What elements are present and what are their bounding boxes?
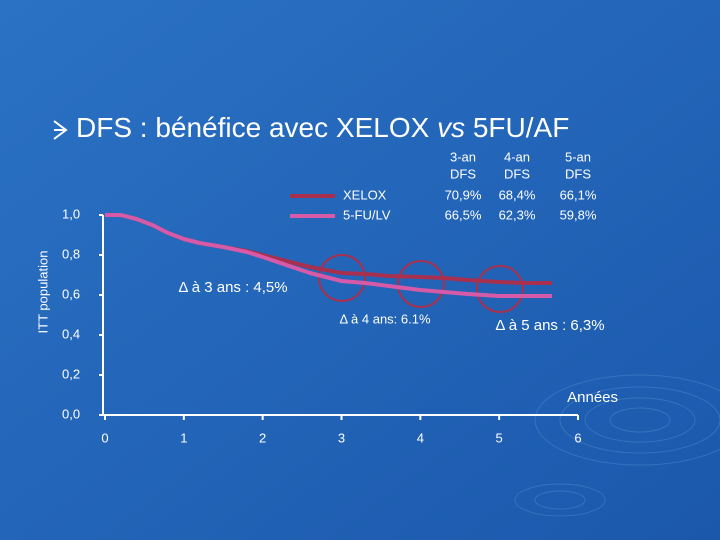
legend-label: 5-FU/LV — [343, 207, 391, 222]
y-axis-label: ITT population — [35, 251, 50, 334]
table-header: 4-an — [504, 149, 530, 164]
title-part: 5FU/AF — [465, 112, 569, 143]
table-header: 3-an — [450, 149, 476, 164]
y-tick-label: 0,0 — [62, 406, 80, 421]
x-tick-label: 3 — [338, 430, 345, 445]
table-cell: 66,5% — [445, 207, 482, 222]
table-cell: 70,9% — [445, 187, 482, 202]
title-part: DFS : bénéfice avec XELOX — [76, 112, 437, 143]
table-cell: 62,3% — [499, 207, 536, 222]
y-tick-label: 0,2 — [62, 366, 80, 381]
legend-label: XELOX — [343, 187, 387, 202]
x-tick-label: 1 — [180, 430, 187, 445]
ripples — [514, 374, 720, 517]
x-tick-label: 4 — [417, 430, 424, 445]
bullet — [53, 120, 68, 140]
y-tick-label: 0,4 — [62, 326, 80, 341]
y-tick-label: 1,0 — [62, 206, 80, 221]
x-tick-label: 5 — [496, 430, 503, 445]
table-header: DFS — [565, 166, 591, 181]
annotation: Δ à 5 ans : 6,3% — [495, 317, 604, 334]
table-header: 5-an — [565, 149, 591, 164]
title-part: vs — [437, 112, 465, 143]
x-tick-label: 2 — [259, 430, 266, 445]
x-tick-label: 0 — [101, 430, 108, 445]
table-cell: 68,4% — [499, 187, 536, 202]
table-header: DFS — [450, 166, 476, 181]
x-axis-label: Années — [567, 389, 618, 406]
y-tick-label: 0,6 — [62, 286, 80, 301]
y-tick-label: 0,8 — [62, 246, 80, 261]
annotation: Δ à 3 ans : 4,5% — [178, 279, 287, 296]
slide-title: DFS : bénéfice avec XELOX vs 5FU/AF — [76, 112, 569, 143]
annotation: Δ à 4 ans: 6.1% — [339, 311, 431, 326]
table-cell: 66,1% — [560, 187, 597, 202]
survival-curve — [105, 213, 552, 298]
table-cell: 59,8% — [560, 207, 597, 222]
x-tick-label: 6 — [574, 430, 581, 445]
highlight-circles — [318, 254, 524, 313]
table-header: DFS — [504, 166, 530, 181]
